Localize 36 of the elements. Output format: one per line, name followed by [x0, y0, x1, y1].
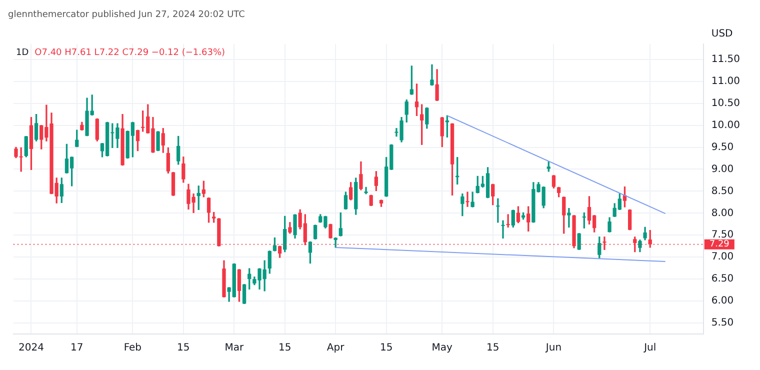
ref-line-label: 7.29 — [709, 240, 730, 250]
y-tick-label: 6.50 — [711, 274, 734, 285]
text: glennthemercator published Jun 27, 2024 20:02 UTC — [8, 9, 246, 22]
y-tick-label: 10.00 — [711, 120, 740, 131]
candlestick — [567, 208, 571, 228]
x-tick-label: Jun — [544, 342, 562, 354]
x-tick-label: 15 — [177, 342, 190, 354]
candlestick — [501, 220, 505, 239]
x-tick-label: Mar — [224, 342, 244, 354]
chart-title: 1D — [16, 48, 29, 58]
y-tick-label: 6.00 — [711, 296, 734, 307]
x-tick-label: Jul — [643, 342, 656, 354]
y-tick-label: 9.50 — [711, 142, 734, 153]
chart-subtitle: O7.40 H7.61 L7.22 C7.29 −0.12 (−1.63%) — [34, 48, 226, 58]
x-tick-label: 17 — [70, 342, 84, 354]
y-tick-label: 8.00 — [711, 208, 734, 219]
y-tick-label: 9.00 — [711, 164, 734, 175]
y-tick-label: 7.50 — [711, 230, 734, 241]
y-tick-label: 5.50 — [711, 318, 734, 329]
x-tick-label: 15 — [380, 342, 393, 354]
x-tick-label: 15 — [486, 342, 500, 354]
x-tick-label: Apr — [326, 342, 346, 354]
y-tick-label: 11.00 — [711, 76, 740, 87]
x-tick-label: May — [432, 342, 453, 354]
x-tick-label: 15 — [278, 342, 292, 354]
x-tick-label: 2024 — [18, 342, 44, 354]
y-tick-label: 7.00 — [711, 252, 734, 263]
y-axis-title: USD — [711, 28, 734, 40]
candlestick — [466, 192, 470, 207]
y-tick-label: 8.50 — [711, 186, 734, 197]
candlestick — [496, 198, 500, 223]
y-tick-label: 11.50 — [711, 54, 740, 65]
y-tick-label: 10.50 — [711, 98, 740, 109]
candlestick — [364, 186, 368, 194]
x-tick-label: Feb — [124, 342, 142, 354]
candlestick — [506, 214, 510, 228]
